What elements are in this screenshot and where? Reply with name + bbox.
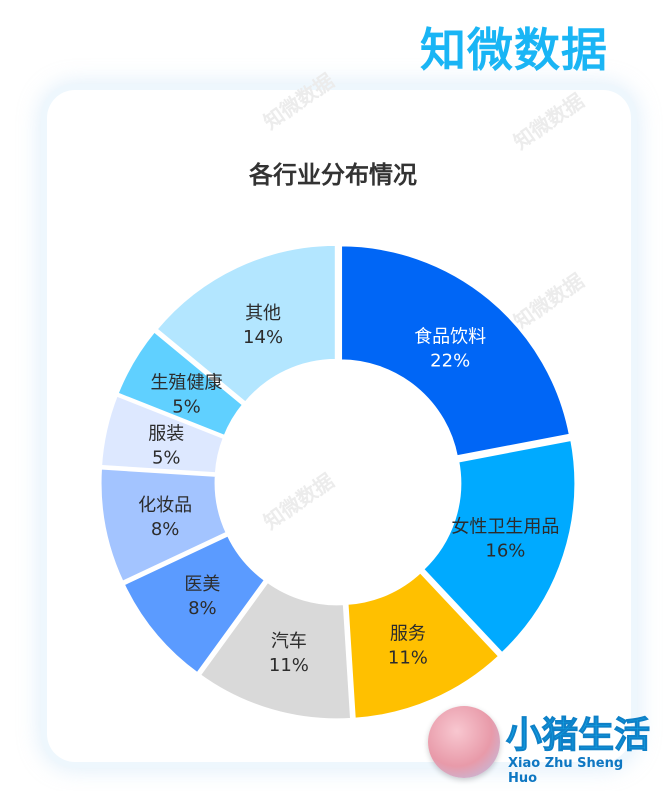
slice-label: 医美 (184, 574, 220, 595)
slice-label: 女性卫生用品 (451, 516, 559, 537)
slice-label: 化妆品 (138, 495, 192, 516)
pie-slice (345, 569, 502, 721)
pie-slice (339, 243, 573, 459)
brand-logo-text: 知微数据 (420, 23, 608, 77)
slice-label: 服务 (390, 624, 426, 645)
watermark-text: 知微数据 (509, 89, 588, 155)
pie-slice (115, 328, 246, 439)
watermark-text: 知微数据 (259, 69, 338, 135)
slice-value-label: 11% (388, 648, 428, 669)
watermark-text: 知微数据 (259, 469, 338, 535)
slice-label: 汽车 (271, 631, 307, 652)
pig-mascot-icon (428, 706, 500, 778)
slice-label: 生殖健康 (151, 371, 223, 393)
slice-value-label: 8% (151, 519, 180, 540)
slice-value-label: 5% (152, 448, 181, 469)
chart-title: 各行业分布情况 (249, 161, 417, 189)
slice-value-label: 22% (430, 350, 470, 371)
slice-value-label: 5% (172, 396, 201, 417)
slice-value-label: 16% (485, 540, 525, 561)
logo-name: 小猪生活 (505, 715, 651, 757)
pie-slice (98, 466, 230, 585)
xiaozhu-logo: 小猪生活 Xiao Zhu Sheng Huo (428, 706, 654, 786)
slice-label: 其他 (245, 303, 281, 324)
pie-slice (420, 437, 578, 656)
slice-value-label: 14% (243, 327, 283, 348)
slice-label: 食品饮料 (414, 326, 486, 347)
pie-slice (197, 579, 354, 722)
logo-subtitle: Xiao Zhu Sheng Huo (508, 756, 624, 786)
pie-slice (121, 532, 268, 676)
pie-slice (153, 242, 338, 406)
slice-label: 服装 (148, 424, 184, 445)
slice-value-label: 8% (188, 598, 217, 619)
slice-value-label: 11% (269, 655, 309, 676)
watermark-text: 知微数据 (509, 269, 588, 335)
